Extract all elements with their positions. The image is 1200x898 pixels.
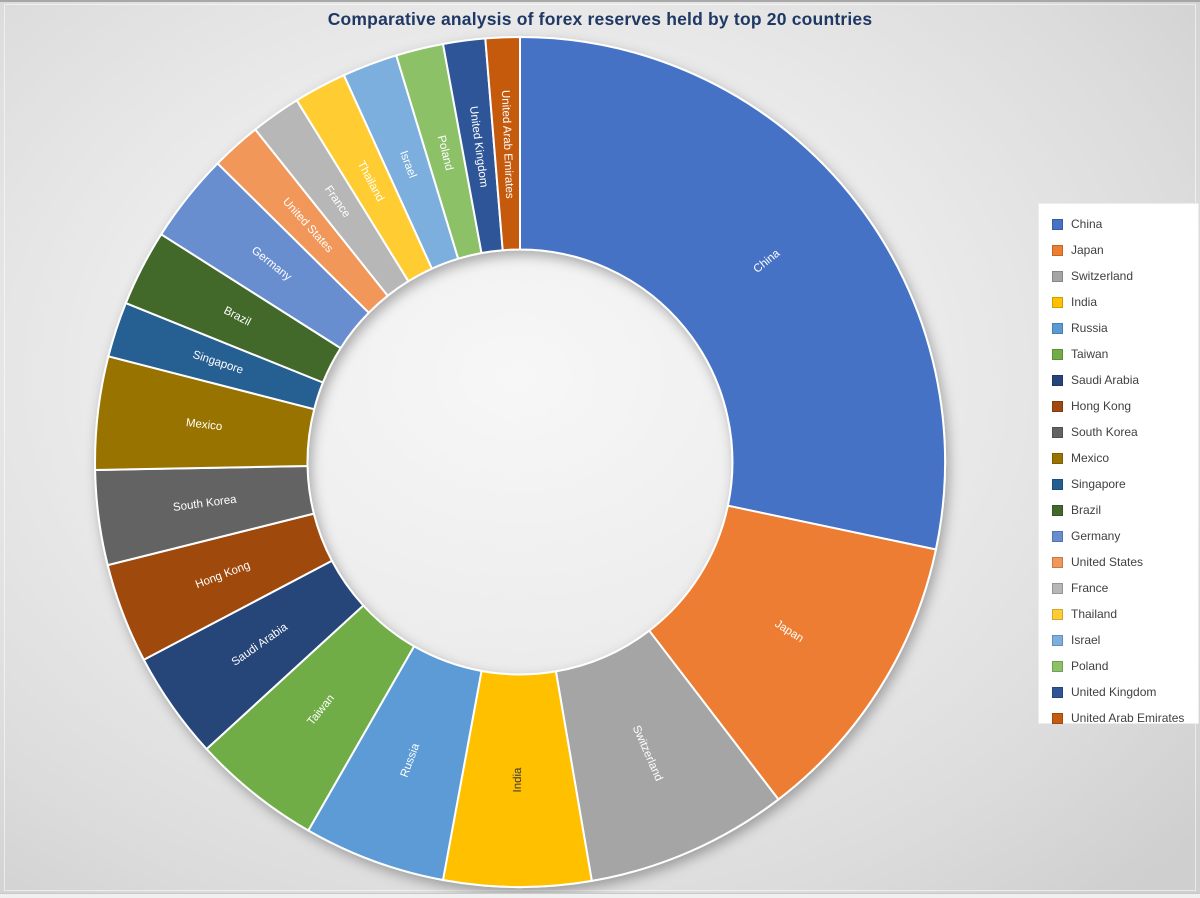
legend-item-germany[interactable]: Germany	[1039, 523, 1198, 549]
legend-swatch-mexico	[1052, 452, 1063, 464]
legend-swatch-taiwan	[1052, 348, 1063, 360]
legend-item-taiwan[interactable]: Taiwan	[1039, 341, 1198, 367]
legend-label: Singapore	[1071, 477, 1126, 491]
legend-swatch-united-states	[1052, 556, 1063, 568]
legend-item-china[interactable]: China	[1039, 211, 1198, 237]
legend-swatch-china	[1052, 218, 1063, 230]
legend-label: Thailand	[1071, 607, 1118, 621]
slice-label-united-arab-emirates: United Arab Emirates	[499, 90, 515, 199]
legend-swatch-poland	[1052, 660, 1063, 672]
legend-label: Germany	[1071, 529, 1121, 543]
legend-label: Switzerland	[1071, 269, 1134, 283]
legend-swatch-south-korea	[1052, 426, 1063, 438]
legend-label: Mexico	[1071, 451, 1110, 465]
legend-label: China	[1071, 217, 1103, 231]
slice-japan[interactable]	[648, 504, 937, 801]
slice-label-mexico: Mexico	[185, 417, 223, 433]
legend-item-singapore[interactable]: Singapore	[1039, 471, 1198, 497]
legend-label: Brazil	[1071, 503, 1102, 517]
legend-item-brazil[interactable]: Brazil	[1039, 497, 1198, 523]
window-bottom-edge	[0, 893, 1200, 898]
legend-swatch-saudi-arabia	[1052, 374, 1063, 386]
legend-label: Russia	[1071, 321, 1108, 335]
legend-item-france[interactable]: France	[1039, 575, 1198, 601]
slice-united-arab-emirates[interactable]	[484, 35, 521, 252]
legend-swatch-hong-kong	[1052, 400, 1063, 412]
legend-item-switzerland[interactable]: Switzerland	[1039, 263, 1198, 289]
legend-item-mexico[interactable]: Mexico	[1039, 445, 1198, 471]
legend-label: Saudi Arabia	[1071, 373, 1140, 387]
legend-swatch-israel	[1052, 634, 1063, 646]
legend-label: South Korea	[1071, 425, 1138, 439]
legend-swatch-brazil	[1052, 504, 1063, 516]
slice-label-india: India	[512, 767, 524, 793]
legend-item-poland[interactable]: Poland	[1039, 653, 1198, 679]
legend-item-united-arab-emirates[interactable]: United Arab Emirates	[1039, 705, 1198, 731]
legend-swatch-switzerland	[1052, 270, 1063, 282]
legend-item-russia[interactable]: Russia	[1039, 315, 1198, 341]
legend-swatch-thailand	[1052, 608, 1063, 620]
legend-item-india[interactable]: India	[1039, 289, 1198, 315]
legend-swatch-united-arab-emirates	[1052, 712, 1063, 724]
legend-swatch-japan	[1052, 244, 1063, 256]
legend-swatch-united-kingdom	[1052, 686, 1063, 698]
legend-label: Israel	[1071, 633, 1101, 647]
slice-china[interactable]	[519, 36, 946, 551]
legend-label: United Kingdom	[1071, 685, 1157, 699]
legend-swatch-russia	[1052, 322, 1063, 334]
legend-swatch-singapore	[1052, 478, 1063, 490]
legend-item-thailand[interactable]: Thailand	[1039, 601, 1198, 627]
legend-item-saudi-arabia[interactable]: Saudi Arabia	[1039, 367, 1198, 393]
legend-label: Japan	[1071, 243, 1104, 257]
legend-item-japan[interactable]: Japan	[1039, 237, 1198, 263]
legend-label: United Arab Emirates	[1071, 711, 1185, 725]
legend-label: Hong Kong	[1071, 399, 1132, 413]
legend-swatch-india	[1052, 296, 1063, 308]
legend-label: India	[1071, 295, 1098, 309]
window-top-edge	[0, 0, 1200, 2]
legend-item-united-kingdom[interactable]: United Kingdom	[1039, 679, 1198, 705]
legend-swatch-germany	[1052, 530, 1063, 542]
legend-label: Poland	[1071, 659, 1109, 673]
legend-label: Taiwan	[1071, 347, 1109, 361]
legend: China Japan Switzerland India Russia Taiwan Sa…	[1038, 203, 1199, 725]
legend-swatch-france	[1052, 582, 1063, 594]
legend-label: United States	[1071, 555, 1144, 569]
chart-title: Comparative analysis of forex reserves h…	[327, 9, 873, 29]
legend-item-hong-kong[interactable]: Hong Kong	[1039, 393, 1198, 419]
legend-item-israel[interactable]: Israel	[1039, 627, 1198, 653]
legend-item-united-states[interactable]: United States	[1039, 549, 1198, 575]
legend-label: France	[1071, 581, 1109, 595]
legend-item-south-korea[interactable]: South Korea	[1039, 419, 1198, 445]
